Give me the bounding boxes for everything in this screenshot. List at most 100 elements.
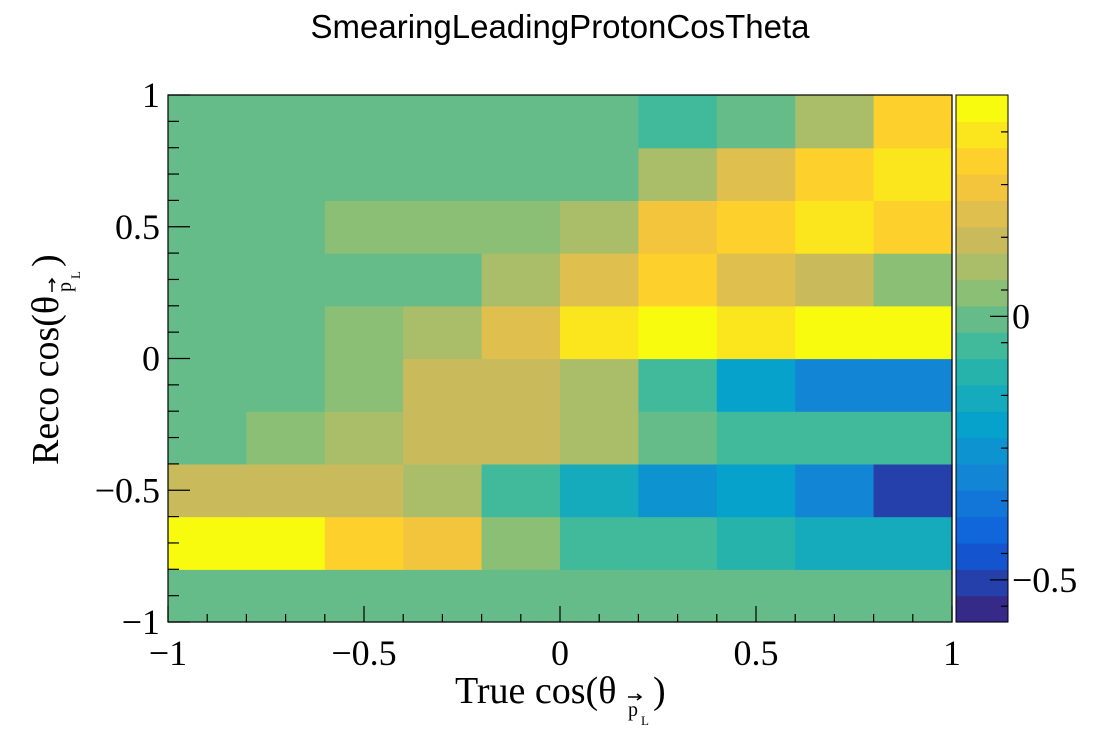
heatmap-cell xyxy=(795,569,875,623)
heatmap-cell xyxy=(560,411,639,465)
y-sub-p: p xyxy=(54,282,76,292)
heatmap-cell xyxy=(168,305,247,360)
heatmap-cell xyxy=(481,358,561,412)
heatmap-cell xyxy=(324,305,404,360)
y-tick-label: 0 xyxy=(142,339,160,379)
x-tick-label: 1 xyxy=(943,633,961,673)
z-tick-label: 0 xyxy=(1012,296,1030,336)
heatmap-cell xyxy=(481,463,561,518)
heatmap-cell xyxy=(403,358,483,412)
heatmap-cell xyxy=(873,358,953,412)
heatmap-cell xyxy=(795,358,875,412)
heatmap-cell xyxy=(324,253,404,307)
x-axis: −1 −0.5 0 0.5 1 xyxy=(149,606,961,673)
heatmap-cell xyxy=(168,358,247,412)
palette-swatch xyxy=(956,437,1008,465)
heatmap-cell xyxy=(795,95,875,149)
heatmap-cell xyxy=(168,147,247,201)
heatmap-cell xyxy=(481,147,561,201)
x-tick-label: −1 xyxy=(149,633,187,673)
heatmap-cell xyxy=(560,516,639,570)
heatmap-cell xyxy=(246,411,326,465)
heatmap-cell xyxy=(403,569,483,623)
heatmap-cell xyxy=(324,200,404,254)
heatmap-cell xyxy=(638,305,718,360)
heatmap-cell xyxy=(403,463,483,518)
palette-swatch xyxy=(956,121,1008,149)
x-tick-label: 0 xyxy=(551,633,569,673)
heatmap-cell xyxy=(873,463,953,518)
heatmap-cell xyxy=(873,411,953,465)
heatmap-cell xyxy=(716,463,796,518)
heatmap-cell xyxy=(403,253,483,307)
heatmap-cell xyxy=(873,305,953,360)
heatmap-cell xyxy=(638,463,718,518)
heatmap-cell xyxy=(638,569,718,623)
heatmap-cell xyxy=(481,95,561,149)
heatmap-cell xyxy=(716,147,796,201)
svg-text:Reco cos(θ: Reco cos(θ xyxy=(25,296,67,465)
heatmap-cell xyxy=(560,463,639,518)
heatmap-cell xyxy=(560,569,639,623)
heatmap-cell xyxy=(560,200,639,254)
palette-swatch xyxy=(956,226,1008,254)
palette-swatch xyxy=(956,490,1008,518)
heatmap-cell xyxy=(638,147,718,201)
y-axis-label-text: Reco cos(θ xyxy=(25,296,67,465)
heatmap-cell xyxy=(246,305,326,360)
heatmap-cell xyxy=(795,147,875,201)
y-tick-label: 0.5 xyxy=(115,207,160,247)
heatmap-cell xyxy=(560,95,639,149)
heatmap-cell xyxy=(403,200,483,254)
palette-swatch xyxy=(956,542,1008,570)
palette-swatch xyxy=(956,279,1008,307)
heatmap-cell xyxy=(638,253,718,307)
heatmap-cell xyxy=(716,358,796,412)
y-vector-arrow xyxy=(48,277,56,292)
y-tick-label: −0.5 xyxy=(95,470,160,510)
heatmap-cell xyxy=(873,253,953,307)
heatmap-cell xyxy=(246,253,326,307)
palette-frame xyxy=(955,94,1009,623)
heatmap-cell xyxy=(246,569,326,623)
x-axis-label: True cos(θ p L ) xyxy=(455,670,666,728)
x-sub-p: p xyxy=(628,699,638,721)
heatmap-cell xyxy=(481,569,561,623)
palette-swatch xyxy=(956,147,1008,175)
heatmap-cells xyxy=(168,95,953,623)
heatmap-cell xyxy=(168,569,247,623)
x-axis-label-subscript: p L xyxy=(628,693,649,728)
heatmap-cell xyxy=(560,147,639,201)
y-tick-label: 1 xyxy=(142,75,160,115)
heatmap-cell xyxy=(716,200,796,254)
heatmap-cell xyxy=(716,253,796,307)
heatmap-cell xyxy=(481,305,561,360)
z-axis: 0 −0.5 xyxy=(990,131,1077,607)
heatmap-cell xyxy=(481,516,561,570)
heatmap-cell xyxy=(246,358,326,412)
x-vector-arrow xyxy=(628,693,643,701)
heatmap-cell xyxy=(873,516,953,570)
heatmap-cell xyxy=(873,147,953,201)
x-tick-label: 0.5 xyxy=(734,633,779,673)
x-sub-l: L xyxy=(641,713,649,728)
heatmap-cell xyxy=(246,95,326,149)
heatmap-cell xyxy=(795,463,875,518)
heatmap-cell xyxy=(168,411,247,465)
heatmap-cell xyxy=(716,516,796,570)
palette-swatch xyxy=(956,516,1008,544)
heatmap-cell xyxy=(638,411,718,465)
y-axis: −1 −0.5 0 0.5 1 xyxy=(95,75,190,642)
heatmap-cell xyxy=(795,200,875,254)
x-tick-label: −0.5 xyxy=(331,633,396,673)
heatmap-cell xyxy=(168,253,247,307)
y-axis-label-subscript: p L xyxy=(48,271,83,292)
y-axis-label-close: ) xyxy=(25,254,67,267)
heatmap-cell xyxy=(168,95,247,149)
palette-swatch xyxy=(956,358,1008,386)
heatmap-cell xyxy=(795,411,875,465)
heatmap-cell xyxy=(795,516,875,570)
heatmap-cell xyxy=(403,411,483,465)
heatmap-cell xyxy=(795,253,875,307)
